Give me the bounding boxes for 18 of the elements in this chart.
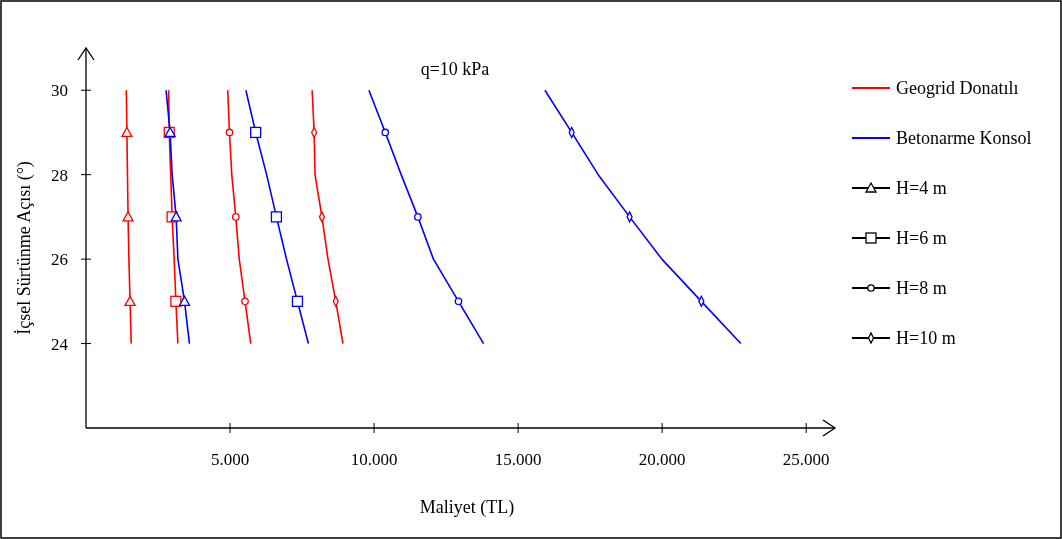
x-tick-label: 5.000 <box>210 450 250 469</box>
y-tick-label: 30 <box>51 81 68 101</box>
text: q=10 kPa <box>420 59 490 79</box>
legend-label: H=6 m <box>896 228 947 248</box>
x-axis-title: Maliyet (TL) <box>419 497 515 518</box>
x-tick-label: 20.000 <box>638 450 686 469</box>
y-tick-label: 26 <box>51 250 68 270</box>
legend-label: Geogrid Donatılı <box>896 78 1019 98</box>
y-tick-label: 24 <box>51 334 69 354</box>
legend-label: H=4 m <box>896 178 947 198</box>
y-axis-title: İçsel Sürtünme Açısı (°) <box>14 161 35 335</box>
legend-label: Betonarme Konsol <box>896 128 1032 148</box>
legend-label: H=8 m <box>896 278 947 298</box>
x-tick-label: 25.000 <box>782 450 830 469</box>
x-tick-label: 10.000 <box>350 450 398 469</box>
legend-label: H=10 m <box>896 328 956 348</box>
x-tick-label: 15.000 <box>494 450 542 469</box>
y-tick-label: 28 <box>51 165 68 185</box>
